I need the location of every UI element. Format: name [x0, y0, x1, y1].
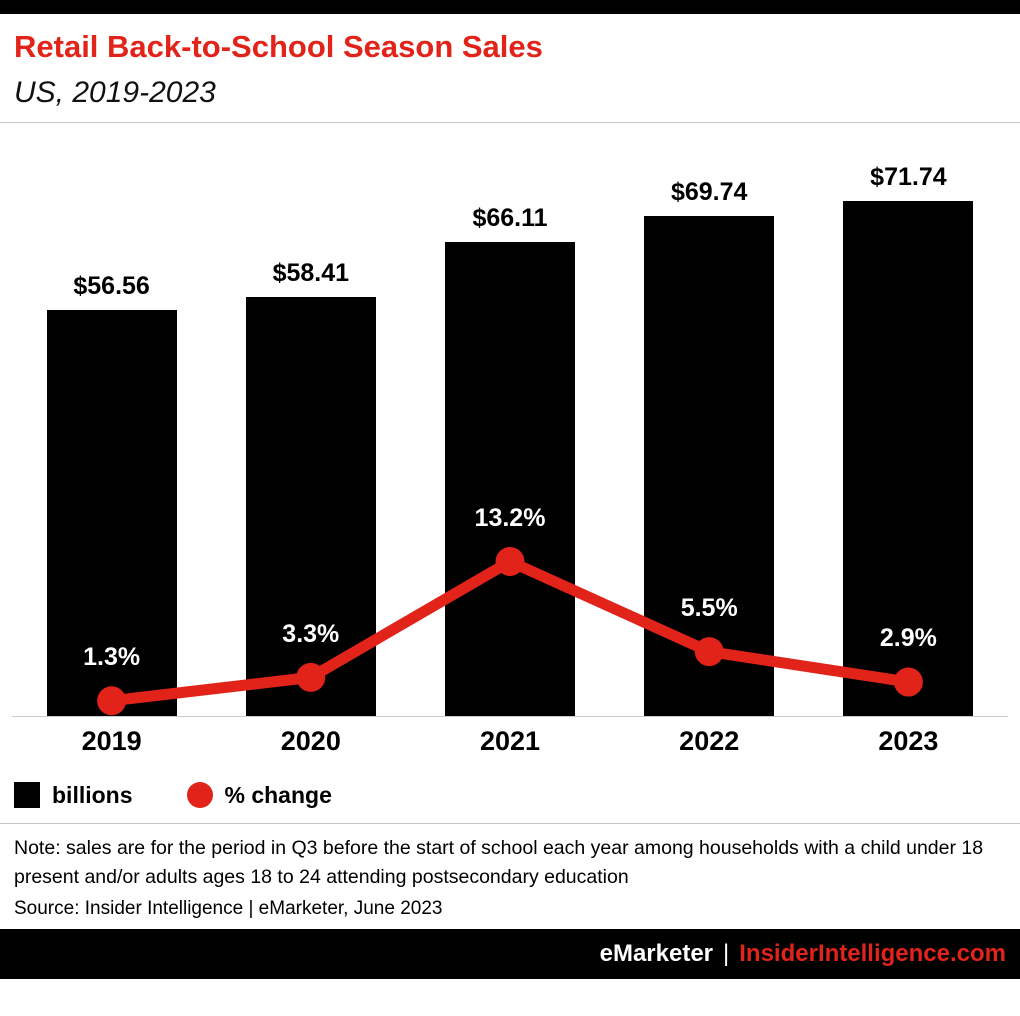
footer-site-link[interactable]: InsiderIntelligence.com [739, 940, 1006, 968]
bar-value-label: $58.41 [272, 258, 350, 287]
bar-value-label: $66.11 [472, 203, 548, 232]
plot-area: $56.56 $58.41 $66.11 $69.74 $71.74 1.3% 3.3% 13… [12, 137, 1008, 718]
bar-column: $66.11 [410, 137, 609, 717]
legend-label: billions [52, 781, 133, 808]
percent-label: 2.9% [879, 624, 937, 653]
chart: $56.56 $58.41 $66.11 $69.74 $71.74 1.3% 3.3% 13… [0, 137, 1020, 765]
legend-item-percent-change: % change [186, 781, 332, 809]
x-tick-label: 2023 [878, 725, 939, 756]
chart-header: Retail Back-to-School Season Sales US, 2… [0, 29, 1020, 110]
bar [644, 215, 775, 717]
header-divider [0, 122, 1020, 124]
top-black-bar [0, 0, 1020, 14]
note-block: Note: sales are for the period in Q3 bef… [0, 834, 1020, 920]
bar [445, 241, 575, 717]
x-tick-label: 2022 [679, 725, 740, 756]
note-text: Note: sales are for the period in Q3 bef… [14, 837, 984, 888]
bar-column: $69.74 [610, 137, 809, 717]
bar-column: $56.56 [12, 137, 211, 717]
legend-item-billions: billions [14, 782, 133, 809]
x-axis: 2019 2020 2021 2022 2023 [12, 717, 1008, 765]
billions-swatch-icon [14, 782, 40, 809]
legend: billions % change [0, 779, 1020, 811]
bar-value-label: $56.56 [73, 272, 150, 301]
percent-change-swatch-icon [186, 782, 213, 809]
bar-value-label: $71.74 [870, 163, 947, 192]
bar [245, 296, 376, 717]
page-subtitle: US, 2019-2023 [14, 75, 216, 109]
percent-label: 3.3% [282, 619, 340, 648]
page-title: Retail Back-to-School Season Sales [14, 29, 543, 64]
footer-separator: | [723, 940, 730, 968]
percent-label: 13.2% [474, 503, 546, 532]
footer-bar: eMarketer | InsiderIntelligence.com [0, 929, 1020, 980]
x-tick-label: 2019 [81, 725, 142, 756]
percent-label: 5.5% [680, 593, 738, 622]
source-text: Source: Insider Intelligence | eMarketer… [14, 898, 443, 920]
bar-value-label: $69.74 [670, 177, 748, 206]
footer-divider [0, 823, 1020, 825]
footer-brand: eMarketer [599, 940, 714, 968]
x-tick-label: 2020 [280, 725, 341, 756]
x-tick-label: 2021 [479, 725, 541, 756]
percent-label: 1.3% [83, 642, 141, 671]
legend-label: % change [224, 781, 332, 808]
